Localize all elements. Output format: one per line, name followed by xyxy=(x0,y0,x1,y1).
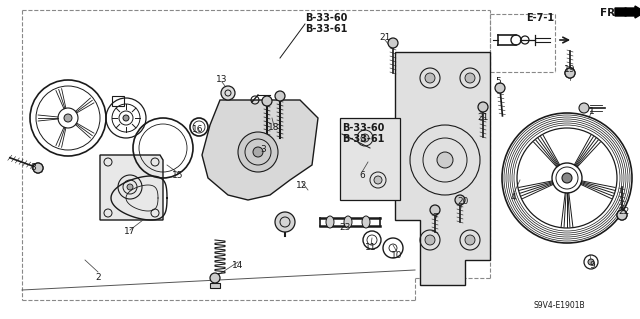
Circle shape xyxy=(478,102,488,112)
Text: 13: 13 xyxy=(216,76,228,85)
Text: 18: 18 xyxy=(268,123,280,132)
Circle shape xyxy=(374,176,382,184)
Text: 20: 20 xyxy=(458,197,468,206)
Circle shape xyxy=(495,83,505,93)
Bar xyxy=(112,96,124,106)
Text: B-33-60: B-33-60 xyxy=(305,13,348,23)
Ellipse shape xyxy=(362,216,370,228)
Text: 9: 9 xyxy=(589,261,595,270)
Circle shape xyxy=(579,103,589,113)
Polygon shape xyxy=(100,155,163,220)
Text: 21: 21 xyxy=(477,114,489,122)
FancyArrow shape xyxy=(615,6,640,18)
Ellipse shape xyxy=(326,216,334,228)
Circle shape xyxy=(123,115,129,121)
Circle shape xyxy=(437,152,453,168)
Text: 4: 4 xyxy=(510,194,516,203)
Text: FR.: FR. xyxy=(600,8,620,18)
Text: 10: 10 xyxy=(391,250,403,259)
Text: 17: 17 xyxy=(124,227,136,236)
Circle shape xyxy=(425,235,435,245)
Circle shape xyxy=(388,38,398,48)
Text: 22: 22 xyxy=(618,207,630,217)
Circle shape xyxy=(33,163,43,173)
Text: B-33-60: B-33-60 xyxy=(342,123,385,133)
Circle shape xyxy=(275,212,295,232)
Circle shape xyxy=(465,73,475,83)
Polygon shape xyxy=(340,118,400,200)
Bar xyxy=(210,283,220,288)
Text: S9V4-E1901B: S9V4-E1901B xyxy=(533,300,584,309)
Text: B-33-61: B-33-61 xyxy=(342,134,385,144)
Circle shape xyxy=(465,235,475,245)
Text: 7: 7 xyxy=(432,213,438,222)
Circle shape xyxy=(262,96,272,106)
Circle shape xyxy=(588,259,594,265)
Text: 6: 6 xyxy=(359,170,365,180)
Circle shape xyxy=(33,163,43,173)
Circle shape xyxy=(275,91,285,101)
Text: 19: 19 xyxy=(564,65,576,75)
Text: B-33-61: B-33-61 xyxy=(305,24,348,34)
Circle shape xyxy=(562,173,572,183)
Text: 11: 11 xyxy=(365,243,377,253)
Text: 16: 16 xyxy=(192,125,204,135)
Ellipse shape xyxy=(344,216,352,228)
Polygon shape xyxy=(202,100,318,200)
Polygon shape xyxy=(395,52,490,285)
Circle shape xyxy=(617,210,627,220)
Text: E-7-1: E-7-1 xyxy=(526,13,554,23)
Circle shape xyxy=(430,205,440,215)
Circle shape xyxy=(617,210,627,220)
Circle shape xyxy=(238,132,278,172)
Circle shape xyxy=(210,273,220,283)
Circle shape xyxy=(455,195,465,205)
Text: 15: 15 xyxy=(172,170,184,180)
Text: 23: 23 xyxy=(339,224,351,233)
Circle shape xyxy=(64,114,72,122)
Circle shape xyxy=(361,134,369,142)
Text: 21: 21 xyxy=(380,33,390,42)
Text: 2: 2 xyxy=(95,273,101,283)
Circle shape xyxy=(221,86,235,100)
Circle shape xyxy=(565,68,575,78)
Circle shape xyxy=(425,73,435,83)
Text: 8: 8 xyxy=(30,164,36,173)
Text: 12: 12 xyxy=(296,181,308,189)
Circle shape xyxy=(565,68,575,78)
Circle shape xyxy=(253,147,263,157)
Text: 5: 5 xyxy=(495,78,501,86)
Circle shape xyxy=(127,184,133,190)
Text: 3: 3 xyxy=(260,145,266,154)
Text: 1: 1 xyxy=(589,108,595,116)
Text: 14: 14 xyxy=(232,261,244,270)
